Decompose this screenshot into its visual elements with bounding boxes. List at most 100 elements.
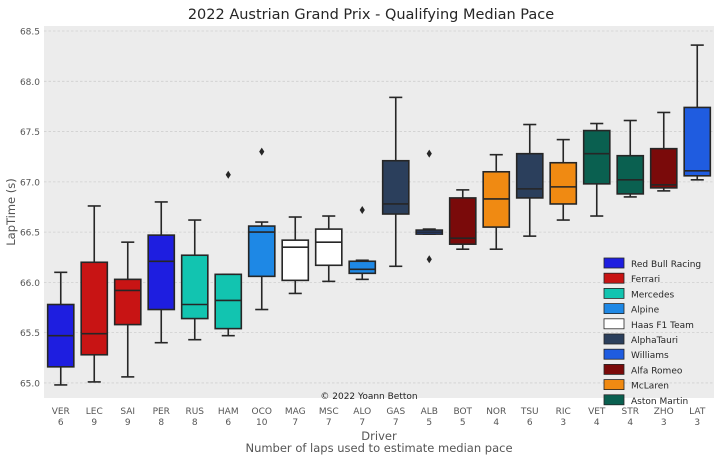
x-tick-laps: 5 (460, 418, 466, 428)
y-tick-label: 67.0 (20, 178, 40, 188)
legend-label: Williams (631, 351, 669, 361)
x-tick-driver: ALO (353, 407, 371, 417)
box-lec (80, 205, 109, 383)
box-str (616, 119, 645, 198)
x-tick-labels: VER6LEC9SAI9PER8RUS8HAM6OCO10MAG7MSC7ALO… (52, 407, 706, 428)
x-tick-laps: 9 (125, 418, 131, 428)
legend-swatch (603, 257, 625, 269)
box-zho (649, 111, 678, 192)
legend-label: McLaren (631, 382, 669, 392)
outlier-point (426, 149, 432, 158)
x-tick-laps: 7 (292, 418, 298, 428)
box-vet (582, 122, 611, 217)
x-tick-laps: 7 (326, 418, 332, 428)
x-tick-driver: OCO (252, 407, 272, 417)
x-tick-driver: VER (52, 407, 70, 417)
legend-swatch (603, 394, 625, 406)
box-per (147, 201, 176, 344)
box-iqr (616, 154, 645, 195)
legend-label: Alfa Romeo (631, 366, 683, 376)
x-tick-driver: MAG (285, 407, 306, 417)
box-iqr (281, 239, 310, 282)
box-iqr (649, 147, 678, 189)
y-tick-label: 65.0 (20, 379, 40, 389)
box-iqr (214, 273, 243, 330)
legend: Red Bull Racing Ferrari Mercedes Alpine Haas… (603, 257, 701, 407)
box-iqr (348, 260, 377, 275)
box-bot (448, 189, 477, 250)
x-tick-driver: RIC (556, 407, 571, 417)
box-rus (180, 219, 209, 341)
x-tick-driver: LAT (689, 407, 706, 417)
x-tick-laps: 4 (493, 418, 499, 428)
box-tsu (515, 123, 544, 237)
x-tick-laps: 7 (359, 418, 365, 428)
box-iqr (448, 197, 477, 245)
x-tick-laps: 7 (393, 418, 399, 428)
box-sai (113, 241, 142, 378)
x-tick-laps: 10 (256, 418, 268, 428)
x-tick-laps: 8 (158, 418, 164, 428)
box-mag (281, 216, 310, 295)
legend-swatch (603, 363, 625, 375)
box-iqr (549, 161, 578, 205)
x-tick-laps: 4 (627, 418, 633, 428)
x-tick-laps: 3 (694, 418, 700, 428)
y-axis-label: LapTime (s) (4, 178, 18, 246)
box-iqr (683, 106, 712, 177)
outlier-point (426, 255, 432, 264)
box-iqr (582, 129, 611, 185)
legend-label: Alpine (631, 306, 660, 316)
x-tick-laps: 4 (594, 418, 600, 428)
legend-swatch (603, 318, 625, 330)
x-tick-driver: ZHO (654, 407, 674, 417)
legend-swatch (603, 272, 625, 284)
x-tick-driver: LEC (86, 407, 103, 417)
x-tick-laps: 3 (661, 418, 667, 428)
box-gas (381, 96, 410, 268)
x-tick-driver: HAM (218, 407, 239, 417)
y-tick-label: 67.5 (20, 128, 40, 138)
x-tick-driver: STR (622, 407, 639, 417)
legend-swatch (603, 333, 625, 345)
box-iqr (247, 225, 276, 278)
legend-label: AlphaTauri (631, 336, 678, 346)
x-tick-laps: 9 (91, 418, 97, 428)
x-tick-driver: VET (588, 407, 606, 417)
box-iqr (314, 228, 343, 267)
x-tick-laps: 5 (426, 418, 432, 428)
box-ham (214, 170, 243, 337)
x-tick-driver: PER (153, 407, 170, 417)
x-tick-laps: 6 (527, 418, 533, 428)
x-tick-driver: SAI (120, 407, 135, 417)
outlier-point (259, 147, 265, 156)
x-tick-laps: 6 (58, 418, 64, 428)
legend-swatch (603, 303, 625, 315)
box-alo (348, 205, 377, 281)
outlier-point (359, 205, 365, 214)
box-plots (46, 44, 712, 386)
box-ver (46, 271, 75, 386)
box-iqr (147, 234, 176, 311)
x-axis-sublabel: Number of laps used to estimate median p… (245, 441, 512, 455)
x-tick-laps: 6 (225, 418, 231, 428)
x-tick-driver: ALB (421, 407, 438, 417)
legend-label: Mercedes (631, 290, 675, 300)
box-iqr (381, 159, 410, 215)
box-iqr (113, 278, 142, 326)
legend-swatch (603, 348, 625, 360)
y-tick-label: 68.5 (20, 28, 40, 38)
legend-label: Ferrari (631, 275, 660, 285)
plot-area (44, 26, 714, 398)
box-lat (683, 44, 712, 181)
box-msc (314, 215, 343, 283)
outlier-point (225, 170, 231, 179)
y-tick-label: 65.5 (20, 329, 40, 339)
legend-swatch (603, 287, 625, 299)
x-tick-driver: MSC (319, 407, 339, 417)
chart-title: 2022 Austrian Grand Prix - Qualifying Me… (188, 7, 554, 23)
box-oco (247, 147, 276, 311)
x-tick-driver: RUS (185, 407, 204, 417)
box-iqr (515, 152, 544, 199)
